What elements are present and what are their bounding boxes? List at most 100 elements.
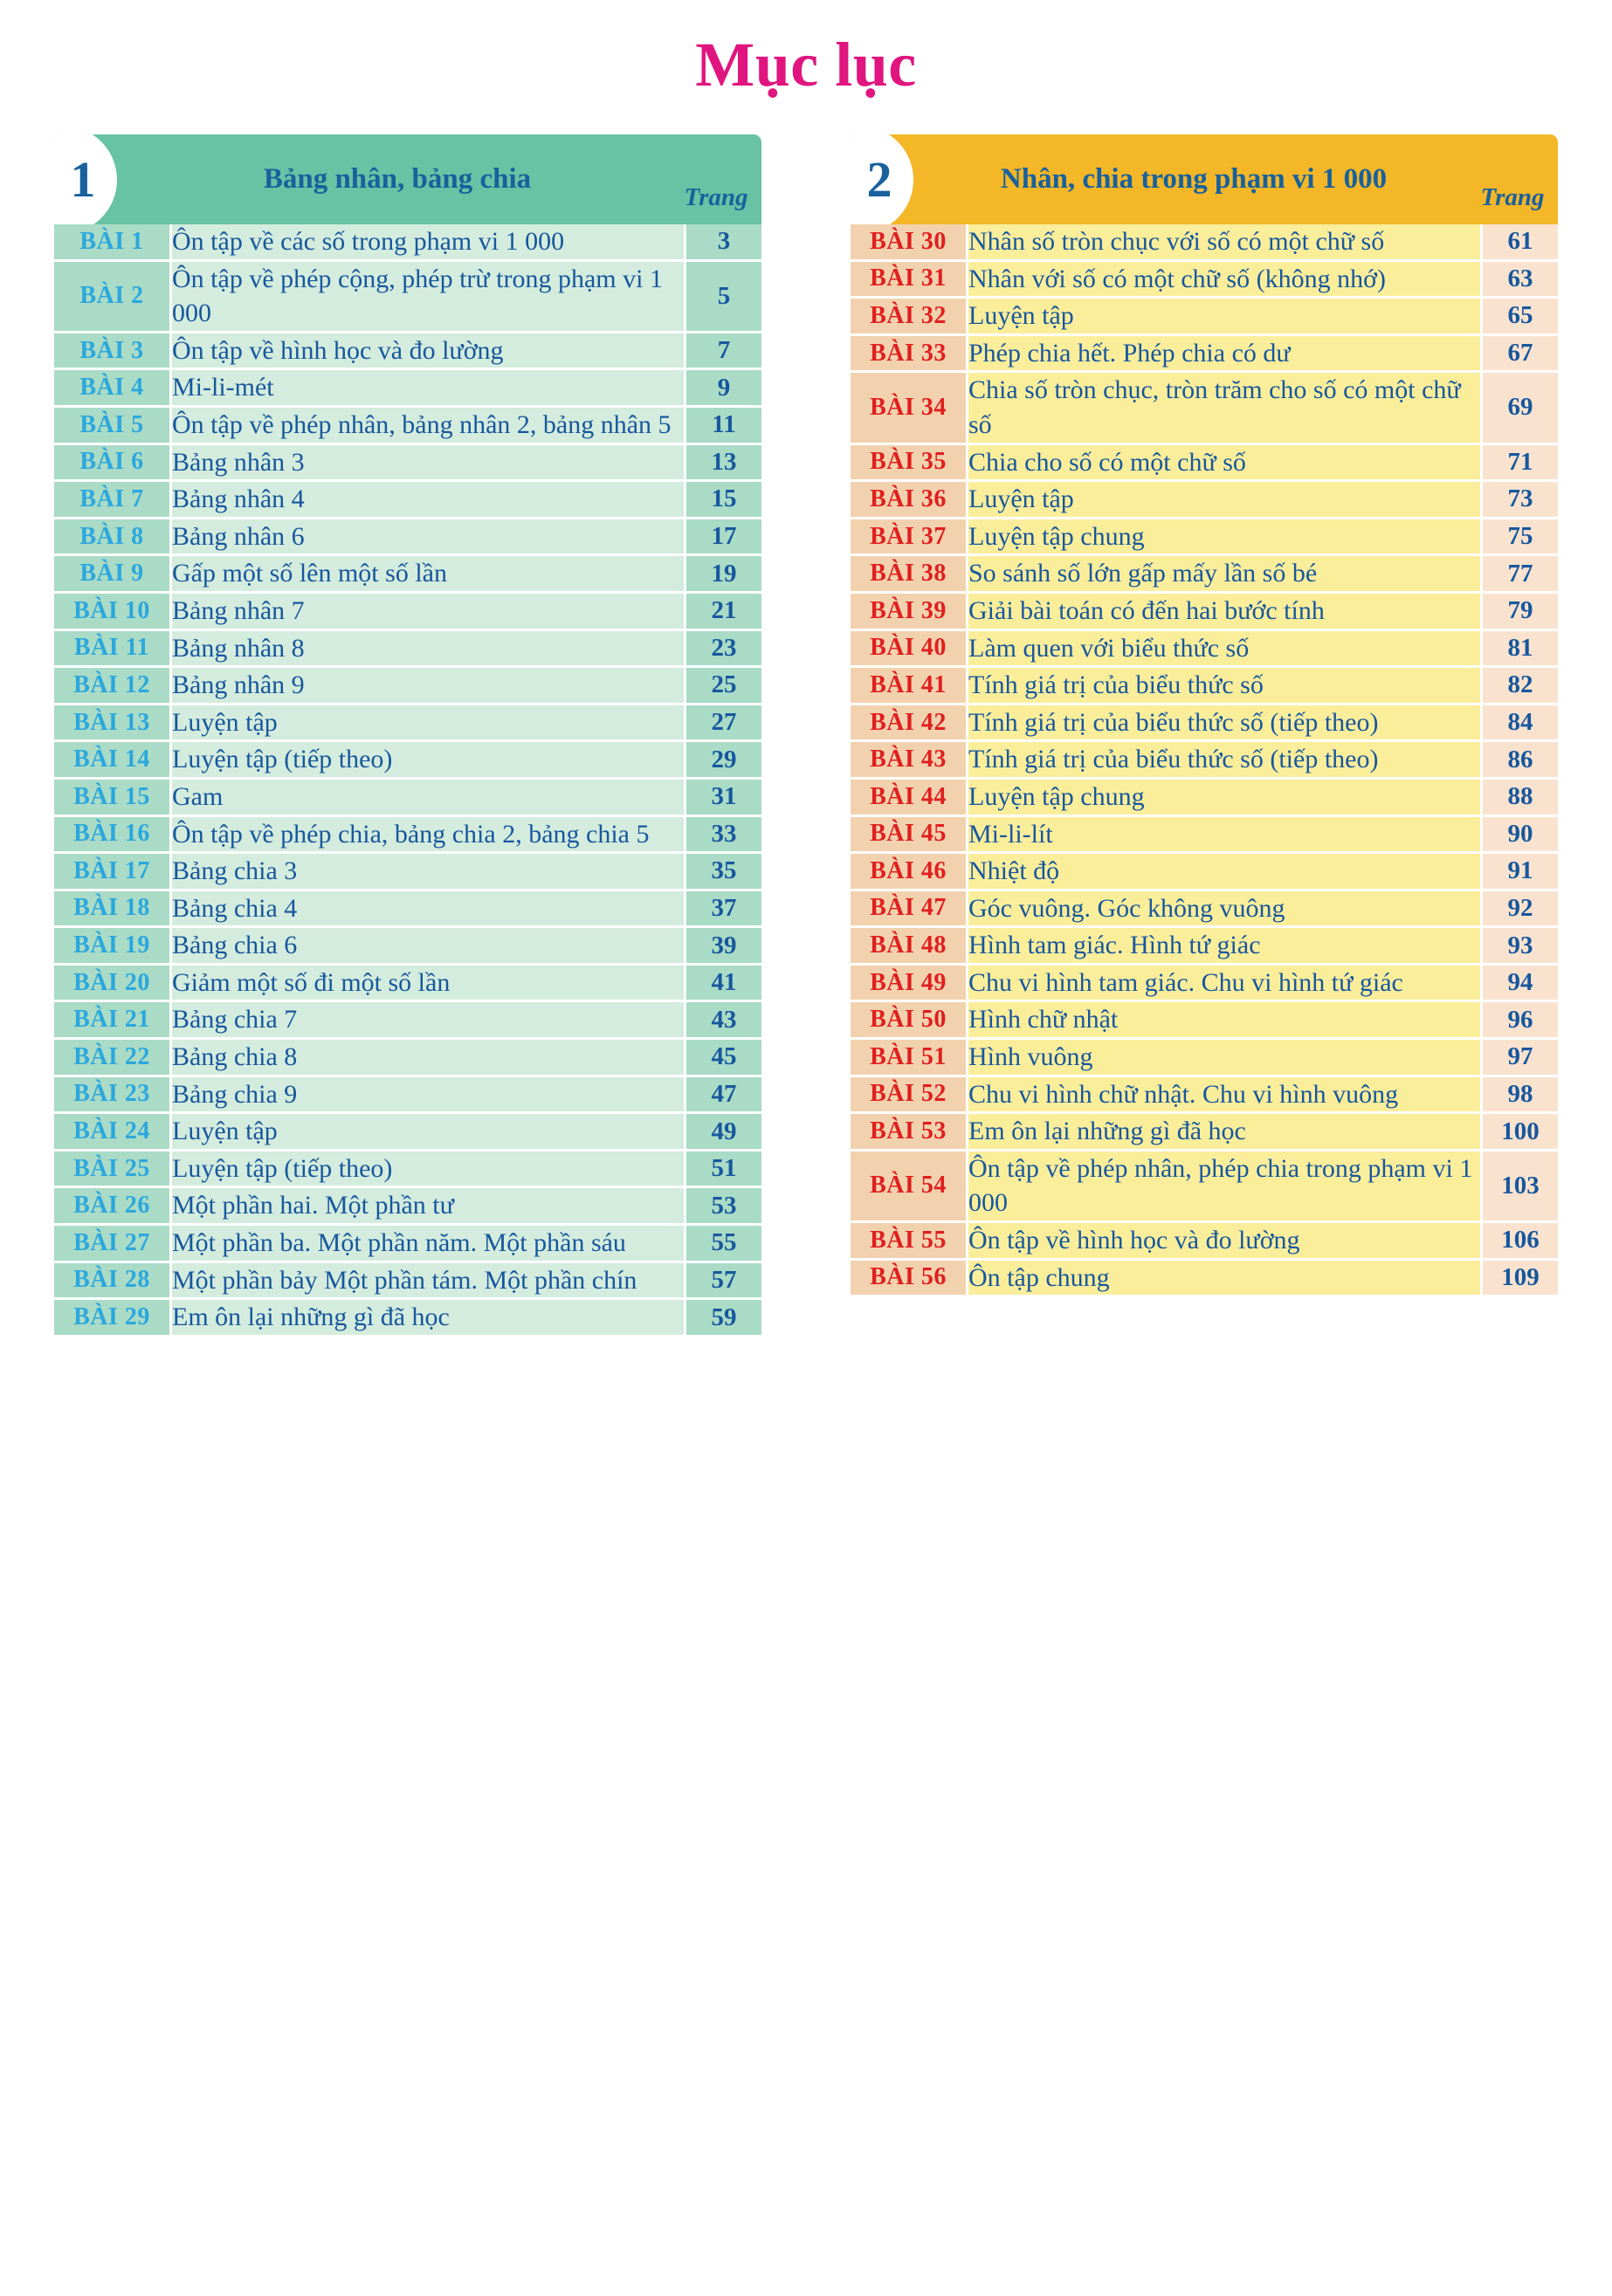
lesson-label: BÀI 55 (851, 1223, 968, 1261)
toc-row[interactable]: BÀI 31 Nhân với số có một chữ số (không n… (851, 261, 1558, 299)
toc-row[interactable]: BÀI 4 Mi-li-mét 9 (54, 370, 761, 408)
lesson-title: Luyện tập (172, 1114, 686, 1151)
lesson-label: BÀI 46 (851, 854, 968, 891)
lesson-title: Chia số tròn chục, tròn trăm cho số có m… (968, 373, 1483, 445)
toc-row[interactable]: BÀI 52 Chu vi hình chữ nhật. Chu vi hình … (851, 1076, 1558, 1115)
chapter-header-1: 1 Bảng nhân, bảng chia Trang (54, 134, 761, 224)
chapter-number-badge-2: 2 (851, 134, 913, 224)
toc-row[interactable]: BÀI 36 Luyện tập 73 (851, 482, 1558, 519)
toc-row[interactable]: BÀI 10 Bảng nhân 7 21 (54, 593, 761, 631)
toc-row[interactable]: BÀI 43 Tính giá trị của biểu thức số (tiế… (851, 742, 1558, 780)
toc-row[interactable]: BÀI 7 Bảng nhân 4 15 (54, 482, 761, 519)
toc-row[interactable]: BÀI 18 Bảng chia 4 37 (54, 890, 761, 929)
toc-row[interactable]: BÀI 3 Ôn tập về hình học và đo lường 7 (54, 333, 761, 371)
toc-row[interactable]: BÀI 19 Bảng chia 6 39 (54, 928, 761, 966)
page-title: Mục lục (695, 30, 917, 100)
toc-row[interactable]: BÀI 2 Ôn tập về phép cộng, phép trừ trong… (54, 261, 761, 333)
lesson-title: Phép chia hết. Phép chia có dư (968, 335, 1483, 374)
chapter-number-badge-1: 1 (54, 134, 117, 224)
toc-row[interactable]: BÀI 47 Góc vuông. Góc không vuông 92 (851, 890, 1558, 929)
lesson-title: Mi-li-mét (172, 370, 686, 408)
toc-row[interactable]: BÀI 6 Bảng nhân 3 13 (54, 444, 761, 483)
toc-row[interactable]: BÀI 11 Bảng nhân 8 23 (54, 630, 761, 669)
lesson-label: BÀI 1 (54, 224, 172, 262)
toc-row[interactable]: BÀI 17 Bảng chia 3 35 (54, 854, 761, 891)
lesson-page-number: 97 (1483, 1040, 1558, 1077)
lesson-label: BÀI 36 (851, 482, 968, 519)
lesson-title: Em ôn lại những gì đã học (172, 1300, 686, 1335)
toc-row[interactable]: BÀI 35 Chia cho số có một chữ số 71 (851, 444, 1558, 483)
chapter-title-1: Bảng nhân, bảng chia (263, 163, 532, 196)
toc-row[interactable]: BÀI 40 Làm quen với biểu thức số 81 (851, 630, 1558, 669)
lesson-label: BÀI 42 (851, 705, 968, 743)
toc-row[interactable]: BÀI 5 Ôn tập về phép nhân, bảng nhân 2, b… (54, 407, 761, 445)
toc-row[interactable]: BÀI 25 Luyện tập (tiếp theo) 51 (54, 1151, 761, 1189)
toc-row[interactable]: BÀI 16 Ôn tập về phép chia, bảng chia 2, … (54, 816, 761, 855)
lesson-title: Luyện tập (tiếp theo) (172, 742, 686, 780)
toc-row[interactable]: BÀI 9 Gấp một số lên một số lần 19 (54, 556, 761, 594)
lesson-label: BÀI 26 (54, 1188, 172, 1227)
toc-row[interactable]: BÀI 44 Luyện tập chung 88 (851, 779, 1558, 817)
toc-row[interactable]: BÀI 12 Bảng nhân 9 25 (54, 668, 761, 705)
lesson-label: BÀI 17 (54, 854, 172, 891)
toc-row[interactable]: BÀI 20 Giảm một số đi một số lần 41 (54, 965, 761, 1003)
toc-row[interactable]: BÀI 26 Một phần hai. Một phần tư 53 (54, 1188, 761, 1227)
toc-row[interactable]: BÀI 14 Luyện tập (tiếp theo) 29 (54, 742, 761, 780)
toc-row[interactable]: BÀI 51 Hình vuông 97 (851, 1040, 1558, 1077)
lesson-page-number: 9 (686, 370, 761, 408)
toc-row[interactable]: BÀI 33 Phép chia hết. Phép chia có dư 67 (851, 335, 1558, 374)
lesson-title: Bảng chia 8 (172, 1040, 686, 1077)
lesson-page-number: 33 (686, 816, 761, 855)
lesson-title: Nhiệt độ (968, 854, 1483, 891)
toc-row[interactable]: BÀI 34 Chia số tròn chục, tròn trăm cho s… (851, 373, 1558, 445)
lesson-title: Bảng nhân 3 (172, 444, 686, 483)
toc-row[interactable]: BÀI 38 So sánh số lớn gấp mấy lần số bé 77 (851, 556, 1558, 594)
lesson-title: Tính giá trị của biểu thức số (tiếp theo… (968, 742, 1483, 780)
toc-row[interactable]: BÀI 46 Nhiệt độ 91 (851, 854, 1558, 891)
toc-row[interactable]: BÀI 56 Ôn tập chung 109 (851, 1260, 1558, 1296)
lesson-title: So sánh số lớn gấp mấy lần số bé (968, 556, 1483, 594)
lesson-label: BÀI 29 (54, 1300, 172, 1335)
lesson-page-number: 13 (686, 444, 761, 483)
toc-row[interactable]: BÀI 24 Luyện tập 49 (54, 1114, 761, 1151)
toc-row[interactable]: BÀI 32 Luyện tập 65 (851, 299, 1558, 336)
toc-row[interactable]: BÀI 37 Luyện tập chung 75 (851, 519, 1558, 557)
lesson-title: Luyện tập (968, 299, 1483, 336)
toc-row[interactable]: BÀI 49 Chu vi hình tam giác. Chu vi hình … (851, 965, 1558, 1003)
toc-row[interactable]: BÀI 30 Nhân số tròn chục với số có một ch… (851, 224, 1558, 262)
toc-row[interactable]: BÀI 15 Gam 31 (54, 779, 761, 817)
toc-row[interactable]: BÀI 39 Giải bài toán có đến hai bước tính… (851, 593, 1558, 631)
toc-row[interactable]: BÀI 42 Tính giá trị của biểu thức số (tiế… (851, 705, 1558, 743)
lesson-title: Ôn tập về phép chia, bảng chia 2, bảng c… (172, 816, 686, 855)
lesson-label: BÀI 10 (54, 593, 172, 631)
lesson-title: Một phần hai. Một phần tư (172, 1188, 686, 1227)
lesson-page-number: 79 (1483, 593, 1558, 631)
lesson-page-number: 69 (1483, 373, 1558, 445)
toc-row[interactable]: BÀI 8 Bảng nhân 6 17 (54, 519, 761, 557)
toc-row[interactable]: BÀI 22 Bảng chia 8 45 (54, 1040, 761, 1077)
toc-row[interactable]: BÀI 54 Ôn tập về phép nhân, phép chia tro… (851, 1151, 1558, 1224)
toc-row[interactable]: BÀI 21 Bảng chia 7 43 (54, 1002, 761, 1041)
toc-row[interactable]: BÀI 48 Hình tam giác. Hình tứ giác 93 (851, 928, 1558, 966)
toc-row[interactable]: BÀI 28 Một phần bảy Một phần tám. Một phầ… (54, 1262, 761, 1301)
lesson-page-number: 57 (686, 1262, 761, 1301)
lesson-title: Bảng chia 7 (172, 1002, 686, 1041)
toc-row[interactable]: BÀI 1 Ôn tập về các số trong phạm vi 1 00… (54, 224, 761, 262)
toc-row[interactable]: BÀI 23 Bảng chia 9 47 (54, 1076, 761, 1115)
lesson-page-number: 98 (1483, 1076, 1558, 1115)
lesson-page-number: 73 (1483, 482, 1558, 519)
lesson-label: BÀI 53 (851, 1114, 968, 1151)
lesson-page-number: 109 (1483, 1260, 1558, 1296)
toc-row[interactable]: BÀI 29 Em ôn lại những gì đã học 59 (54, 1300, 761, 1335)
toc-row[interactable]: BÀI 55 Ôn tập về hình học và đo lường 106 (851, 1223, 1558, 1261)
chapter-column-2: 2 Nhân, chia trong phạm vi 1 000 Trang B… (851, 134, 1558, 1296)
toc-row[interactable]: BÀI 13 Luyện tập 27 (54, 705, 761, 743)
toc-row[interactable]: BÀI 53 Em ôn lại những gì đã học 100 (851, 1114, 1558, 1151)
toc-row[interactable]: BÀI 45 Mi-li-lít 90 (851, 816, 1558, 855)
toc-row[interactable]: BÀI 41 Tính giá trị của biểu thức số 82 (851, 668, 1558, 705)
chapter-title-2: Nhân, chia trong phạm vi 1 000 (1000, 163, 1388, 196)
lesson-title: Hình vuông (968, 1040, 1483, 1077)
toc-row[interactable]: BÀI 27 Một phần ba. Một phần năm. Một phầ… (54, 1226, 761, 1263)
toc-row[interactable]: BÀI 50 Hình chữ nhật 96 (851, 1002, 1558, 1041)
lesson-page-number: 71 (1483, 444, 1558, 483)
